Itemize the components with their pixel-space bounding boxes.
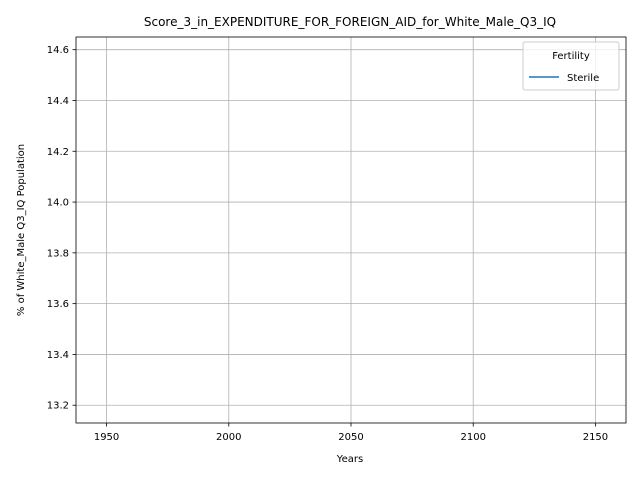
x-tick-label: 2150 (583, 432, 608, 443)
x-tick-label: 2050 (338, 432, 363, 443)
y-tick-label: 14.2 (47, 147, 69, 158)
y-tick-label: 14.0 (47, 198, 69, 209)
legend-title: Fertility (552, 51, 590, 62)
x-tick-label: 2100 (460, 432, 485, 443)
x-axis: 1950 2000 2050 2100 2150 (94, 423, 608, 443)
y-tick-label: 13.6 (47, 299, 69, 310)
x-axis-label: Years (336, 454, 363, 465)
y-tick-label: 13.2 (47, 401, 69, 412)
y-axis: 13.2 13.4 13.6 13.8 14.0 14.2 14.4 14.6 (47, 45, 76, 412)
y-tick-label: 13.4 (47, 350, 69, 361)
legend-box (522, 41, 620, 91)
y-tick-label: 13.8 (47, 248, 69, 259)
x-tick-label: 1950 (94, 432, 119, 443)
y-tick-label: 14.6 (47, 45, 69, 56)
y-axis-label: % of White_Male Q3_IQ Population (16, 144, 27, 316)
x-tick-label: 2000 (216, 432, 241, 443)
legend: Fertility Sterile (522, 41, 620, 91)
legend-label-sterile: Sterile (567, 73, 599, 84)
grid-lines (76, 37, 626, 423)
chart-title: Score_3_in_EXPENDITURE_FOR_FOREIGN_AID_f… (144, 15, 556, 29)
y-tick-label: 14.4 (47, 96, 69, 107)
